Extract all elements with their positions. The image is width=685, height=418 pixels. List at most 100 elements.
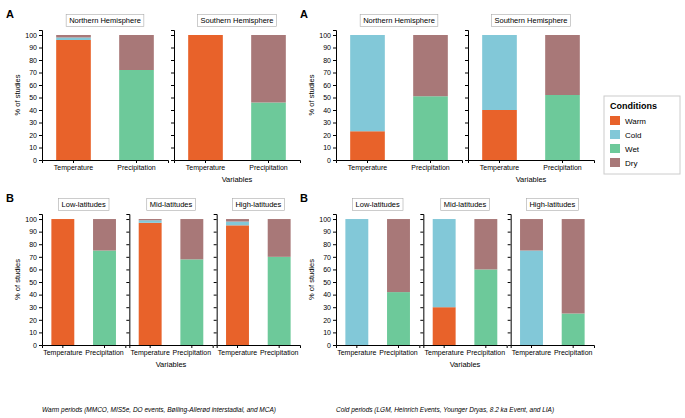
bar-segment: [226, 225, 249, 345]
y-tick: 30: [323, 304, 336, 311]
y-tick-mark: [39, 307, 42, 308]
bar-segment: [139, 220, 162, 223]
y-tick: [214, 232, 217, 233]
y-tick: 90: [29, 44, 42, 51]
facet: TemperaturePrecipitationHigh-latitudes: [214, 199, 301, 357]
bar-segment: [433, 219, 456, 307]
y-tick: [508, 269, 511, 270]
x-axis-title: Variables: [222, 175, 253, 184]
x-tick: Precipitation: [411, 160, 450, 172]
y-tick-label: 40: [323, 107, 331, 114]
x-tick: Temperature: [348, 160, 387, 172]
y-tick: [465, 110, 468, 111]
y-axis-title: % of studies: [13, 74, 22, 115]
facet-title: Southern Hemisphere: [495, 16, 568, 25]
y-tick-mark: [333, 320, 336, 321]
y-tick-mark: [465, 60, 468, 61]
y-tick: [214, 307, 217, 308]
x-axis-line: [130, 346, 213, 349]
bar-segment: [387, 292, 410, 345]
panel-label: A: [6, 8, 14, 20]
y-tick: 70: [29, 254, 42, 261]
y-tick: 100: [25, 216, 42, 223]
facet-title-box: Mid-latitudes: [441, 199, 490, 211]
bars: [188, 35, 286, 160]
y-tick-mark: [214, 232, 217, 233]
y-tick-mark: [171, 160, 174, 161]
caption: Warm periods (MMCO, MIS5e, DO events, Bø…: [42, 406, 276, 414]
y-tick: 80: [29, 241, 42, 248]
x-tick: Precipitation: [467, 345, 506, 357]
y-tick-mark: [333, 48, 336, 49]
bar-segment: [545, 95, 580, 160]
y-tick: 80: [323, 57, 336, 64]
x-tick-label: Precipitation: [117, 164, 156, 172]
bar-segment: [251, 103, 286, 161]
bars: [350, 35, 448, 160]
facet: 0102030405060708090100TemperaturePrecipi…: [6, 8, 169, 172]
x-tick-mark: [356, 345, 357, 348]
facet-title-frame: [526, 199, 578, 211]
y-tick: [214, 345, 217, 346]
y-tick-label: 100: [319, 216, 331, 223]
legend-swatch: [610, 158, 620, 167]
y-tick: 90: [323, 44, 336, 51]
y-tick-mark: [333, 295, 336, 296]
y-tick: [126, 332, 129, 333]
bars: [139, 219, 204, 345]
y-tick-label: 60: [29, 82, 37, 89]
legend-item: Warm: [610, 116, 646, 126]
y-tick-mark: [333, 98, 336, 99]
y-tick-mark: [333, 60, 336, 61]
y-tick: [420, 219, 423, 220]
legend-swatch: [610, 116, 620, 125]
bars: [56, 35, 154, 160]
y-tick-mark: [214, 282, 217, 283]
y-tick: [171, 60, 174, 61]
bar-segment: [520, 219, 543, 250]
x-axis: TemperaturePrecipitation: [337, 345, 420, 357]
y-tick-mark: [39, 85, 42, 86]
y-axis: 0102030405060708090100: [319, 215, 336, 349]
y-tick-label: 0: [327, 342, 331, 349]
x-tick-label: Temperature: [218, 349, 257, 357]
x-tick: Temperature: [186, 160, 225, 172]
y-tick-label: 0: [327, 157, 331, 164]
y-tick-mark: [171, 35, 174, 36]
y-tick-label: 30: [323, 119, 331, 126]
y-tick-label: 10: [29, 329, 37, 336]
bar-segment: [545, 35, 580, 95]
facet-title: High-latitudes: [235, 200, 281, 209]
y-tick-mark: [420, 345, 423, 346]
x-tick-mark: [150, 345, 151, 348]
y-tick: 10: [323, 144, 336, 151]
y-tick-label: 90: [323, 228, 331, 235]
bar-segment: [413, 35, 448, 96]
bars: [226, 219, 291, 345]
x-tick-label: Precipitation: [173, 349, 212, 357]
y-tick-mark: [126, 269, 129, 270]
y-tick-mark: [39, 60, 42, 61]
y-tick: [126, 320, 129, 321]
y-tick-mark: [214, 219, 217, 220]
y-tick-mark: [465, 135, 468, 136]
y-tick: [420, 320, 423, 321]
x-tick-mark: [191, 345, 192, 348]
y-tick-mark: [39, 160, 42, 161]
facet-title-frame: [353, 199, 403, 211]
y-tick: [214, 244, 217, 245]
y-tick-mark: [508, 332, 511, 333]
facet-title-frame: [59, 199, 109, 211]
y-tick-mark: [333, 345, 336, 346]
y-tick-mark: [214, 257, 217, 258]
bars: [520, 219, 585, 345]
facet-title-frame: [360, 15, 438, 27]
y-tick-label: 20: [323, 132, 331, 139]
y-tick: [126, 269, 129, 270]
y-tick: [420, 269, 423, 270]
panel-label: A: [300, 8, 308, 20]
x-tick: Precipitation: [249, 160, 288, 172]
y-tick-mark: [420, 307, 423, 308]
y-axis: [420, 215, 424, 346]
x-tick-mark: [104, 345, 105, 348]
